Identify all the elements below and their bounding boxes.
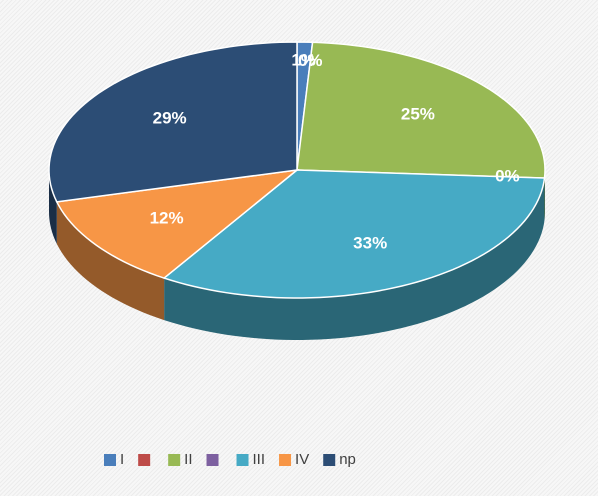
legend-label: I xyxy=(120,451,124,468)
data-label: 25% xyxy=(401,104,435,123)
slice xyxy=(296,41,546,179)
slice xyxy=(55,168,300,279)
legend-swatch xyxy=(138,454,151,466)
legend-label: II xyxy=(184,451,192,468)
legend-swatch xyxy=(104,454,116,466)
legend-swatch xyxy=(236,454,249,466)
legend-label: III xyxy=(253,451,266,468)
slice-side xyxy=(56,201,165,321)
legend-label: np xyxy=(339,451,356,468)
legend-swatch xyxy=(206,454,219,466)
legend-swatch xyxy=(168,454,181,466)
data-label: 33% xyxy=(353,234,387,253)
legend-swatch xyxy=(323,454,336,466)
slice-side xyxy=(164,178,545,340)
slice xyxy=(48,41,298,203)
data-label: 0% xyxy=(495,166,520,185)
legend-label: IV xyxy=(295,451,309,468)
data-label: 12% xyxy=(150,208,184,227)
data-label: 1% xyxy=(291,51,316,70)
data-label: 29% xyxy=(153,108,187,127)
legend-swatch xyxy=(279,454,292,466)
data-label: 0% xyxy=(298,51,323,70)
slice xyxy=(162,169,546,299)
